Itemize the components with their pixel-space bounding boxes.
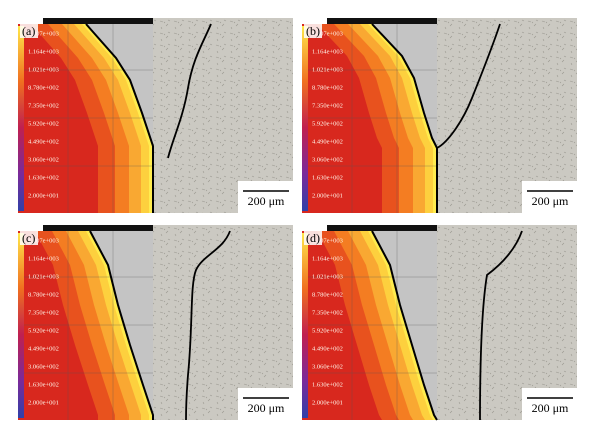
top-bar — [43, 18, 153, 24]
fusion-line — [167, 23, 212, 159]
micrograph — [437, 18, 577, 213]
legend-label: 5.920e+002 — [312, 120, 343, 127]
scale-box — [522, 388, 577, 420]
panel: 1.307e+003 1.164e+003 1.021e+003 8.780e+002… — [302, 225, 577, 421]
top-bar — [43, 225, 153, 231]
legend-label: 3.060e+002 — [312, 363, 343, 370]
legend-label: 8.780e+002 — [312, 291, 343, 298]
legend-label: 1.021e+003 — [312, 66, 343, 73]
solid-region — [86, 24, 153, 213]
legend-label: 7.350e+002 — [28, 309, 59, 316]
fusion-line — [436, 23, 501, 149]
legend-label: 1.021e+003 — [28, 273, 59, 280]
legend-label: 8.780e+002 — [312, 84, 343, 91]
top-bar — [327, 18, 437, 24]
legend-label: 1.164e+003 — [312, 48, 343, 55]
panel-label: (c) — [22, 231, 35, 245]
legend-label: 4.490e+002 — [312, 345, 343, 352]
legend-label: 1.307e+003 — [312, 237, 343, 244]
legend-label: 8.780e+002 — [28, 84, 59, 91]
top-bar — [327, 225, 437, 231]
panel: 1.307e+003 1.164e+003 1.021e+003 8.780e+002… — [18, 18, 293, 213]
solid-region — [372, 24, 437, 213]
legend-label: 1.164e+003 — [28, 48, 59, 55]
melt-boundary — [85, 23, 154, 213]
label-bg — [20, 24, 38, 38]
legend-label: 3.060e+002 — [312, 156, 343, 163]
legend-label: 7.350e+002 — [28, 102, 59, 109]
color-bar — [302, 233, 308, 418]
panel: 1.307e+003 1.164e+003 1.021e+003 8.780e+002… — [18, 225, 293, 421]
legend-label: 1.630e+002 — [28, 174, 59, 181]
legend-label: 1.630e+002 — [312, 174, 343, 181]
scale-text: 200 μm — [248, 401, 285, 415]
color-bar — [302, 26, 308, 211]
legend-label: 1.307e+003 — [28, 30, 59, 37]
scale-text: 200 μm — [532, 194, 569, 208]
melt-boundary — [371, 230, 438, 421]
legend-label: 8.780e+002 — [28, 291, 59, 298]
color-bar — [18, 26, 24, 211]
color-bar — [18, 233, 24, 418]
scale-text: 200 μm — [532, 401, 569, 415]
scale-box — [238, 388, 293, 420]
micrograph — [153, 225, 293, 420]
solid-region — [90, 231, 153, 420]
legend-label: 1.021e+003 — [28, 66, 59, 73]
legend-label: 1.630e+002 — [28, 381, 59, 388]
legend-label: 5.920e+002 — [312, 327, 343, 334]
scale-box — [238, 181, 293, 213]
legend-label: 1.164e+003 — [312, 255, 343, 262]
label-bg — [304, 231, 322, 245]
legend-label: 5.920e+002 — [28, 327, 59, 334]
panel-label: (a) — [22, 24, 35, 38]
legend-label: 3.060e+002 — [28, 363, 59, 370]
legend-label: 2.000e+001 — [312, 399, 343, 406]
scale-text: 200 μm — [248, 194, 285, 208]
micrograph — [153, 18, 293, 213]
legend-label: 7.350e+002 — [312, 102, 343, 109]
legend-label: 5.920e+002 — [28, 120, 59, 127]
legend-label: 1.630e+002 — [312, 381, 343, 388]
legend-label: 1.164e+003 — [28, 255, 59, 262]
legend-label: 4.490e+002 — [312, 138, 343, 145]
legend-label: 3.060e+002 — [28, 156, 59, 163]
label-bg — [20, 231, 38, 245]
panel: 1.307e+003 1.164e+003 1.021e+003 8.780e+002… — [302, 18, 577, 213]
label-bg — [304, 24, 322, 38]
legend-label: 1.307e+003 — [312, 30, 343, 37]
legend-label: 2.000e+001 — [28, 192, 59, 199]
legend-label: 2.000e+001 — [312, 192, 343, 199]
legend-label: 2.000e+001 — [28, 399, 59, 406]
legend-label: 4.490e+002 — [28, 138, 59, 145]
legend-label: 1.307e+003 — [28, 237, 59, 244]
scale-box — [522, 181, 577, 213]
melt-boundary — [89, 230, 154, 420]
legend-label: 1.021e+003 — [312, 273, 343, 280]
legend-label: 4.490e+002 — [28, 345, 59, 352]
legend-label: 7.350e+002 — [312, 309, 343, 316]
fusion-line — [185, 230, 231, 421]
panel-label: (d) — [306, 231, 320, 245]
panel-label: (b) — [306, 24, 320, 38]
fusion-line — [479, 230, 523, 421]
